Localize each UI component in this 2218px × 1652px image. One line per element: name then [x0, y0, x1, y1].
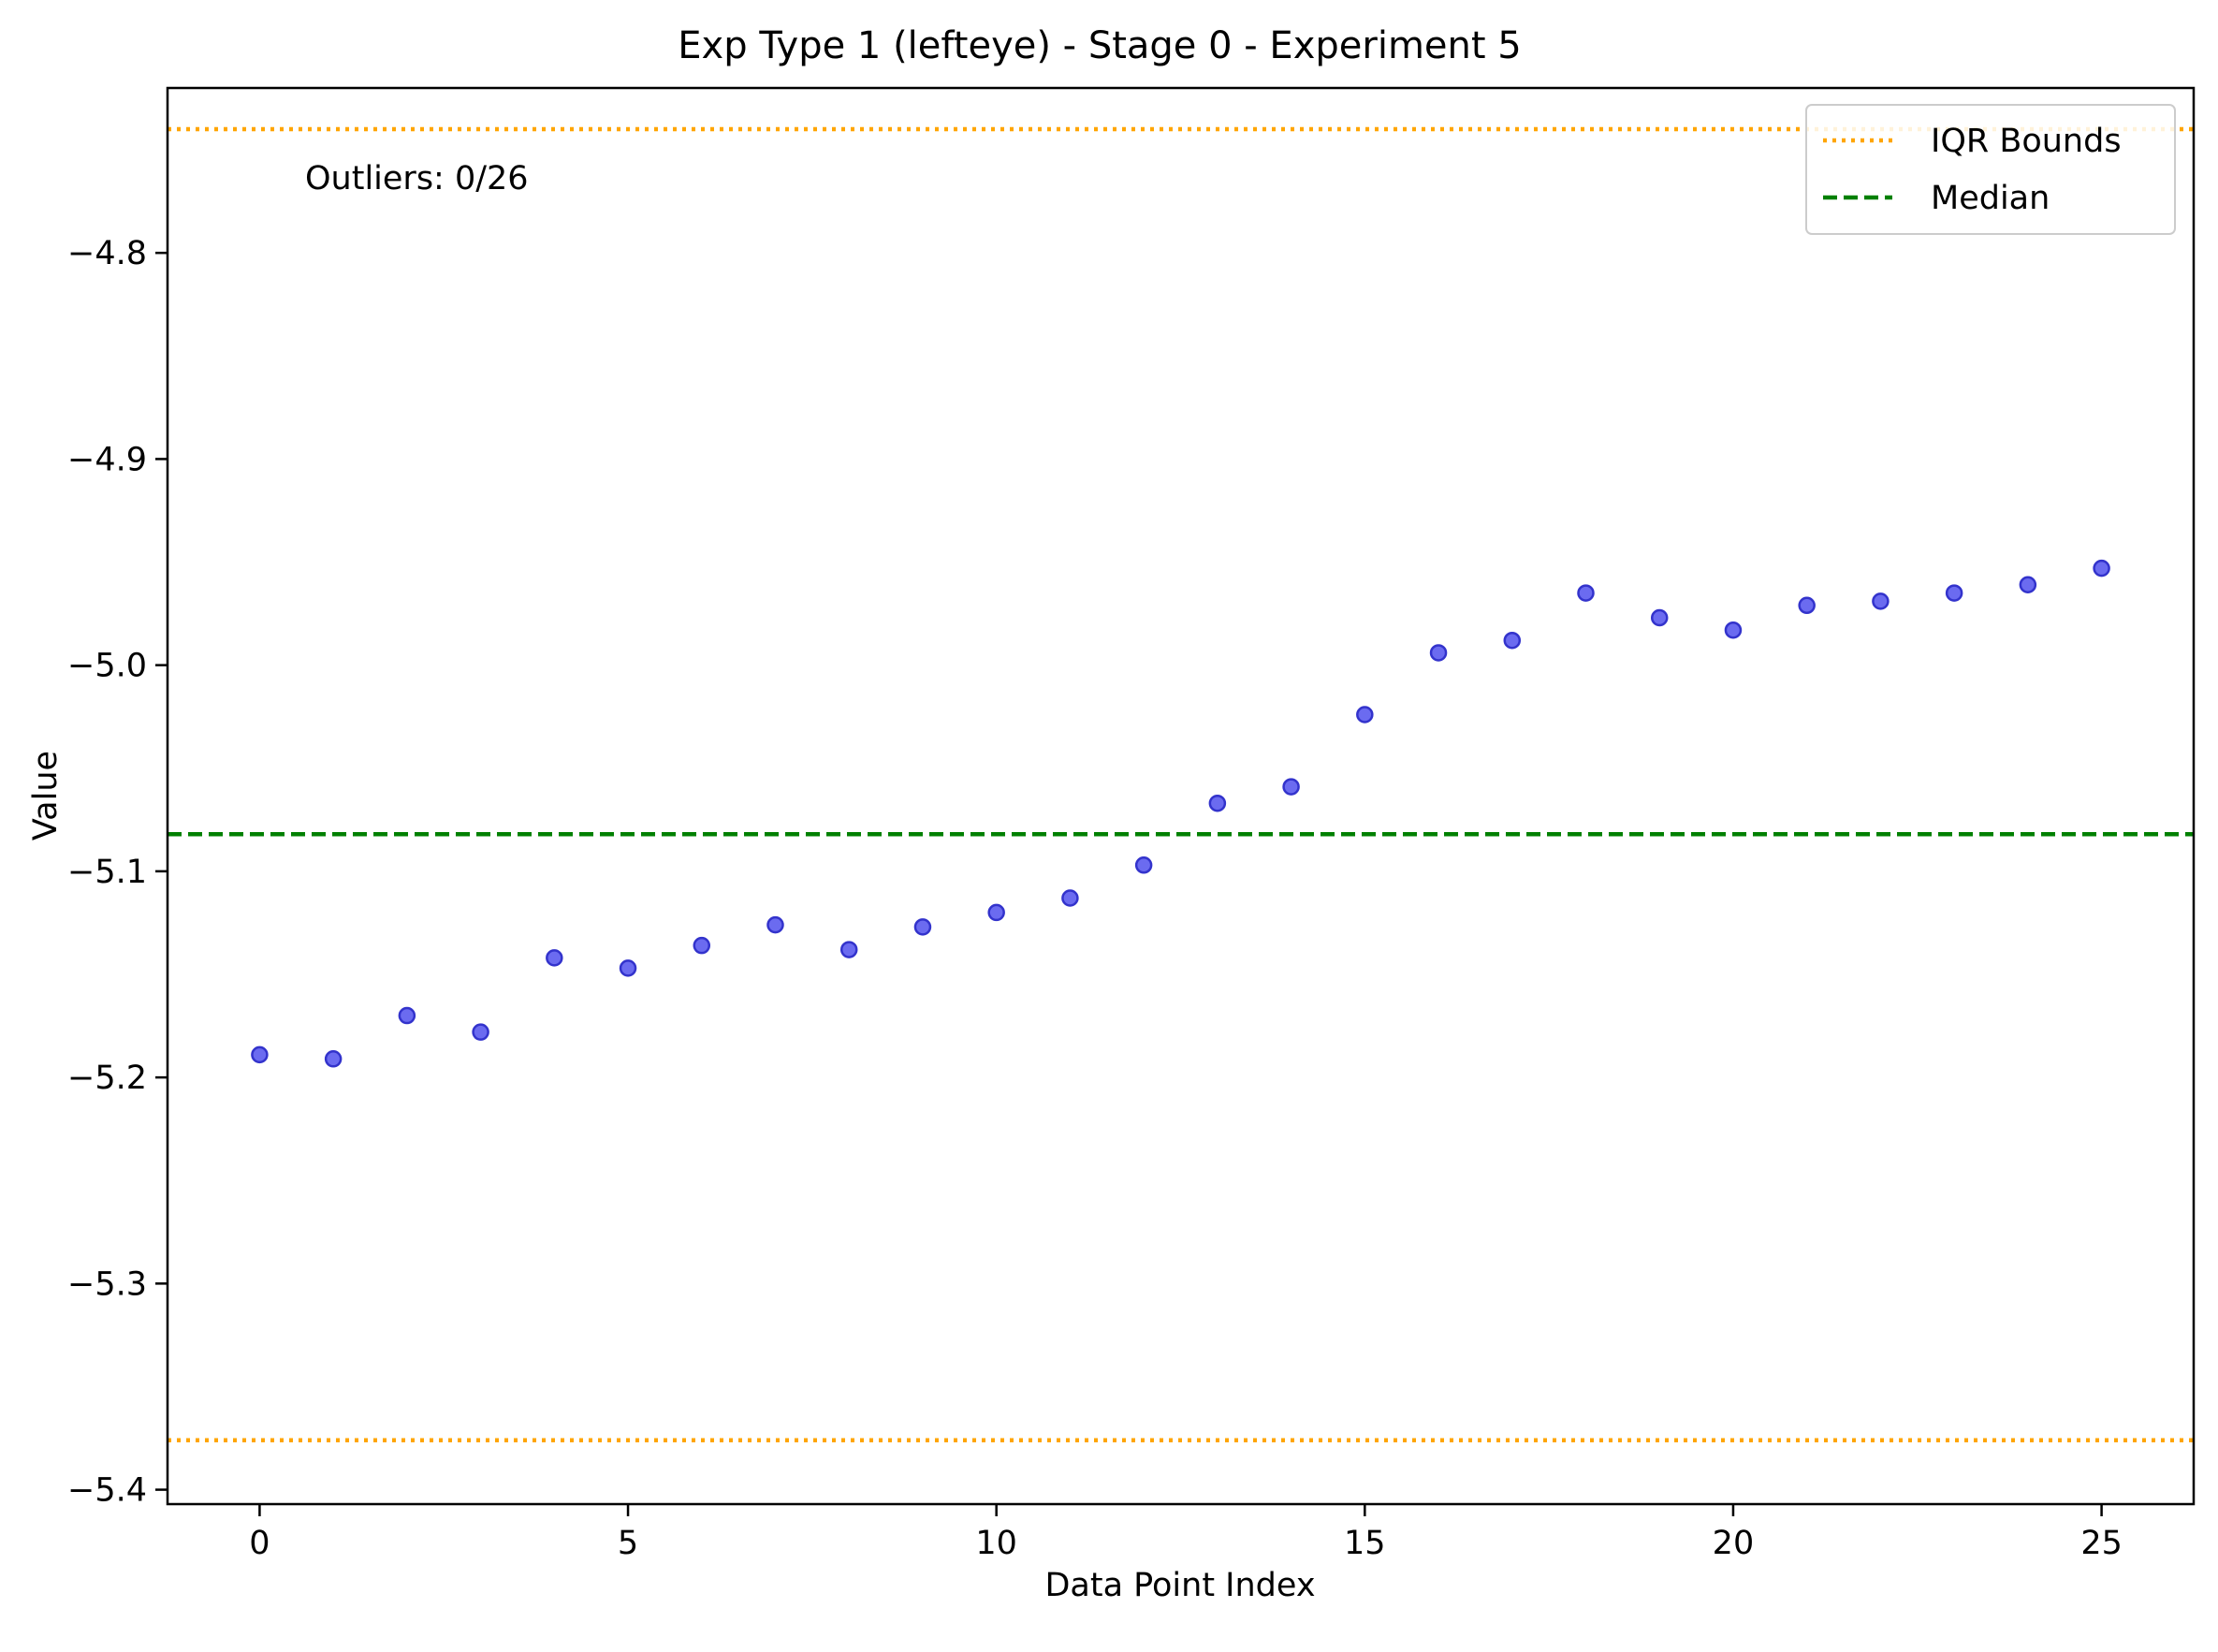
data-point: [1872, 592, 1890, 610]
data-point: [1061, 889, 1079, 907]
data-point: [1208, 794, 1227, 812]
y-tick-label: −4.8: [67, 235, 147, 272]
x-tick-label: 15: [1344, 1525, 1386, 1562]
data-point: [398, 1006, 416, 1025]
chart-title: Exp Type 1 (lefteye) - Stage 0 - Experim…: [678, 24, 1521, 67]
data-point: [619, 959, 637, 977]
data-point: [2093, 559, 2110, 577]
y-tick-label: −4.9: [67, 441, 147, 478]
y-tick-label: −5.4: [67, 1472, 147, 1510]
x-tick-label: 20: [1713, 1525, 1755, 1562]
plot-frame: [166, 86, 2196, 1506]
data-point: [1798, 596, 1816, 615]
data-point: [2019, 576, 2037, 594]
x-axis-label: Data Point Index: [1044, 1567, 1315, 1604]
data-point: [1945, 584, 1963, 602]
x-tick-label: 25: [2080, 1525, 2123, 1562]
x-tick-label: 10: [975, 1525, 1017, 1562]
data-point: [1724, 621, 1743, 639]
data-point: [1429, 644, 1448, 662]
data-point: [1503, 631, 1522, 650]
y-tick-label: −5.1: [67, 854, 147, 891]
legend-frame: [1805, 104, 2176, 235]
y-tick-label: −5.2: [67, 1060, 147, 1097]
data-point: [766, 915, 784, 934]
data-point: [546, 949, 563, 967]
x-tick-label: 0: [249, 1525, 270, 1562]
data-point: [1134, 856, 1153, 874]
data-point: [1577, 584, 1595, 602]
data-point: [987, 903, 1005, 922]
outliers-annotation: Outliers: 0/26: [305, 160, 529, 197]
data-point: [1650, 608, 1669, 627]
y-axis-label: Value: [27, 751, 65, 841]
data-point: [839, 941, 858, 958]
y-tick-label: −5.3: [67, 1265, 147, 1303]
data-point: [693, 936, 711, 955]
data-point: [1356, 706, 1374, 724]
data-point: [251, 1045, 269, 1064]
y-tick-label: −5.0: [67, 648, 147, 685]
data-point: [1282, 778, 1300, 796]
data-point: [324, 1050, 343, 1068]
data-point: [472, 1023, 489, 1041]
legend-median-label: Median: [1931, 180, 2050, 217]
legend: IQR Bounds Median: [1805, 104, 2176, 235]
legend-iqr-label: IQR Bounds: [1931, 123, 2122, 160]
x-tick-label: 5: [618, 1525, 638, 1562]
data-point: [913, 918, 932, 936]
